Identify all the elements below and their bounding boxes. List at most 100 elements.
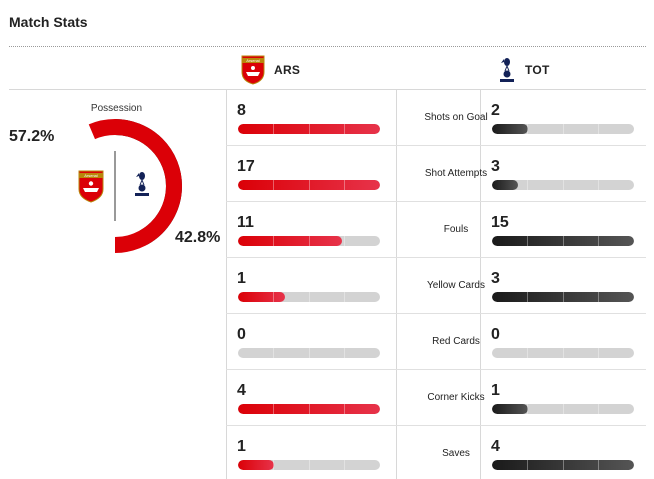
home-team-abbr: ARS [274, 63, 301, 77]
bar-segment [598, 348, 599, 358]
home-stat-bar-fill [238, 236, 342, 246]
stat-label: Red Cards [432, 336, 480, 347]
away-stat-bar-fill [492, 180, 518, 190]
bar-segment [344, 292, 345, 302]
column-divider-left [226, 90, 227, 479]
bar-segment [344, 460, 345, 470]
stat-label: Shots on Goal [424, 112, 488, 123]
home-stat-bar [238, 180, 380, 190]
row-divider [226, 313, 646, 314]
away-stat-bar-fill [492, 236, 634, 246]
away-team-abbr: TOT [525, 63, 550, 77]
home-stat-value: 8 [237, 102, 246, 119]
bar-segment [598, 124, 599, 134]
svg-text:Arsenal: Arsenal [84, 173, 98, 178]
away-stat-value: 15 [491, 214, 509, 231]
bar-segment [344, 236, 345, 246]
away-stat-bar-fill [492, 460, 634, 470]
bar-segment [309, 180, 310, 190]
home-team-header: Arsenal ARS [241, 54, 300, 86]
home-stat-value: 1 [237, 438, 246, 455]
away-stat-bar-fill [492, 124, 528, 134]
home-stat-bar [238, 124, 380, 134]
bar-segment [527, 404, 528, 414]
home-stat-bar [238, 348, 380, 358]
away-stat-bar [492, 460, 634, 470]
bar-segment [273, 292, 274, 302]
away-team-header: TOT [498, 54, 550, 86]
away-stat-value: 2 [491, 102, 500, 119]
bar-segment [527, 460, 528, 470]
arsenal-crest-icon: Arsenal [78, 170, 104, 203]
bar-segment [527, 236, 528, 246]
bar-segment [309, 348, 310, 358]
bar-segment [527, 124, 528, 134]
bar-segment [563, 348, 564, 358]
bar-segment [309, 292, 310, 302]
bar-segment [273, 236, 274, 246]
bar-segment [598, 236, 599, 246]
stat-label: Saves [442, 448, 470, 459]
away-stat-value: 4 [491, 438, 500, 455]
home-stat-value: 0 [237, 326, 246, 343]
away-stat-value: 0 [491, 326, 500, 343]
bar-segment [563, 460, 564, 470]
bar-segment [273, 124, 274, 134]
bar-segment [309, 404, 310, 414]
header-divider [9, 89, 646, 90]
bar-segment [563, 124, 564, 134]
stat-row: 1 Yellow Cards 3 [226, 258, 646, 314]
away-stat-bar [492, 236, 634, 246]
bar-segment [598, 460, 599, 470]
stat-label: Fouls [443, 224, 469, 235]
column-divider-center-right [480, 90, 481, 479]
away-stat-bar [492, 124, 634, 134]
home-stat-bar [238, 236, 380, 246]
stat-row: 8 Shots on Goal 2 [226, 90, 646, 146]
home-possession-arc [48, 119, 182, 253]
home-stat-bar [238, 404, 380, 414]
stat-label: Yellow Cards [427, 280, 485, 291]
stat-row: 4 Corner Kicks 1 [226, 370, 646, 426]
row-divider [226, 425, 646, 426]
column-divider-center-left [396, 90, 397, 479]
stat-row: 0 Red Cards 0 [226, 314, 646, 370]
row-divider [226, 145, 646, 146]
stat-row: 11 Fouls 15 [226, 202, 646, 258]
home-stat-bar [238, 292, 380, 302]
bar-segment [563, 292, 564, 302]
svg-text:Arsenal: Arsenal [246, 58, 260, 63]
bar-segment [344, 348, 345, 358]
home-stat-value: 17 [237, 158, 255, 175]
home-stat-bar-fill [238, 404, 380, 414]
away-stat-bar [492, 348, 634, 358]
stat-label: Shot Attempts [424, 168, 488, 179]
home-stat-bar-fill [238, 124, 380, 134]
row-divider [226, 201, 646, 202]
bar-segment [527, 180, 528, 190]
stat-row: 1 Saves 4 [226, 426, 646, 479]
bar-segment [563, 180, 564, 190]
bar-segment [527, 348, 528, 358]
bar-segment [598, 292, 599, 302]
bar-segment [563, 404, 564, 414]
bar-segment [344, 124, 345, 134]
away-stat-bar-fill [492, 292, 634, 302]
home-possession-pct: 57.2% [9, 128, 55, 145]
bar-segment [309, 124, 310, 134]
home-stat-value: 11 [237, 214, 254, 231]
home-stat-bar-fill [238, 292, 285, 302]
away-stat-bar [492, 292, 634, 302]
home-stat-value: 4 [237, 382, 246, 399]
possession-donut: Arsenal [48, 119, 182, 253]
row-divider [226, 369, 646, 370]
away-possession-pct: 42.8% [175, 229, 221, 246]
bar-segment [273, 180, 274, 190]
tottenham-crest-icon [135, 172, 149, 196]
home-stat-bar [238, 460, 380, 470]
bar-segment [344, 404, 345, 414]
away-stat-bar [492, 404, 634, 414]
bar-segment [309, 460, 310, 470]
bar-segment [598, 404, 599, 414]
possession-label: Possession [90, 103, 143, 114]
